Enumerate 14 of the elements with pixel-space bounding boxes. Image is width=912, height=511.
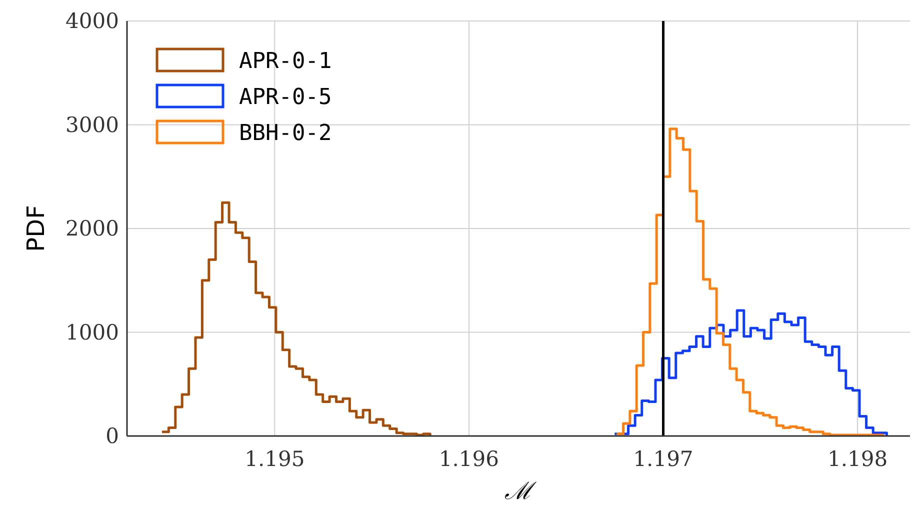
- y-tick-label: 0: [106, 424, 119, 448]
- legend-label: BBH-0-2: [239, 121, 332, 146]
- y-tick-label: 4000: [66, 9, 119, 33]
- x-tick-label: 1.198: [827, 447, 888, 471]
- y-tick-label: 1000: [66, 320, 119, 344]
- x-tick-label: 1.195: [244, 447, 305, 471]
- legend-label: APR-0-1: [239, 49, 332, 74]
- x-axis-title: ℳ: [504, 477, 536, 505]
- x-tick-label: 1.196: [438, 447, 500, 471]
- legend-label: APR-0-5: [239, 85, 332, 110]
- x-tick-label: 1.197: [633, 447, 694, 471]
- y-tick-label: 3000: [66, 112, 119, 137]
- y-tick-label: 2000: [66, 216, 119, 240]
- y-axis-title: PDF: [22, 205, 50, 252]
